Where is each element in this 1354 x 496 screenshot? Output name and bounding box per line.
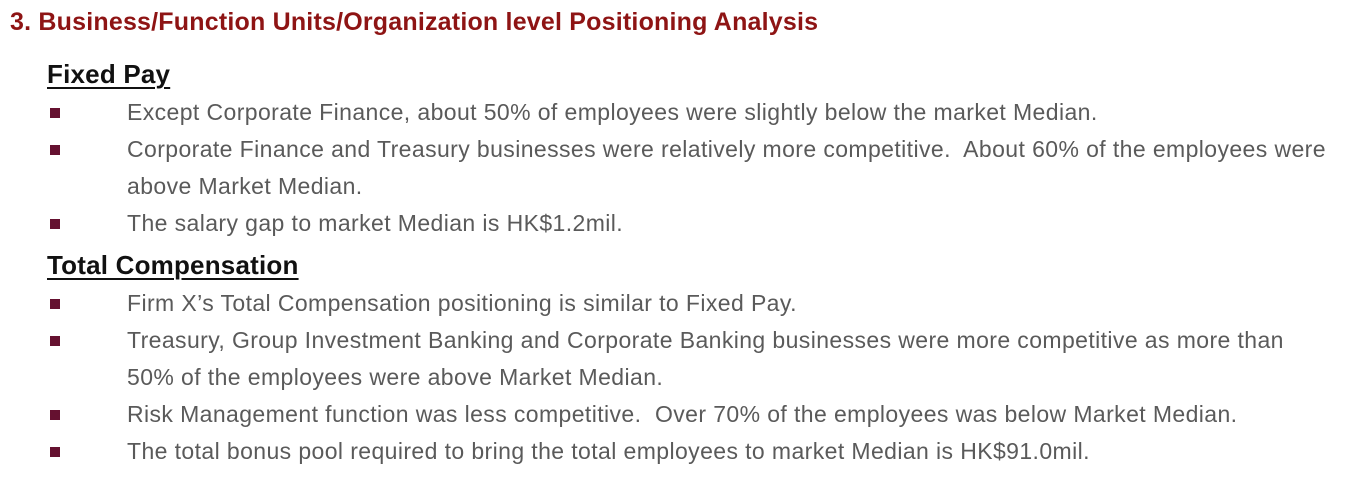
bullet-item: Firm X’s Total Compensation positioning … bbox=[47, 285, 1354, 322]
bullet-item: Risk Management function was less compet… bbox=[47, 396, 1354, 433]
bullet-text: Firm X’s Total Compensation positioning … bbox=[127, 290, 797, 316]
bullet-text: Treasury, Group Investment Banking and C… bbox=[127, 327, 1291, 390]
bullet-item: Treasury, Group Investment Banking and C… bbox=[47, 322, 1354, 396]
slide-content: Fixed Pay Except Corporate Finance, abou… bbox=[47, 58, 1354, 470]
page-title: 3. Business/Function Units/Organization … bbox=[10, 8, 819, 36]
square-bullet-icon bbox=[50, 410, 60, 420]
bullet-text: The total bonus pool required to bring t… bbox=[127, 438, 1090, 464]
bullet-item: Corporate Finance and Treasury businesse… bbox=[47, 131, 1354, 205]
section-total-compensation: Total Compensation bbox=[47, 249, 1354, 281]
square-bullet-icon bbox=[50, 299, 60, 309]
bullet-item: The salary gap to market Median is HK$1.… bbox=[47, 205, 1354, 242]
bullet-text: The salary gap to market Median is HK$1.… bbox=[127, 210, 624, 236]
bullet-item: The total bonus pool required to bring t… bbox=[47, 433, 1354, 470]
square-bullet-icon bbox=[50, 145, 60, 155]
bullet-list-total-compensation: Firm X’s Total Compensation positioning … bbox=[47, 285, 1354, 470]
bullet-list-fixed-pay: Except Corporate Finance, about 50% of e… bbox=[47, 94, 1354, 242]
bullet-text: Corporate Finance and Treasury businesse… bbox=[127, 136, 1333, 199]
square-bullet-icon bbox=[50, 219, 60, 229]
square-bullet-icon bbox=[50, 447, 60, 457]
section-fixed-pay: Fixed Pay bbox=[47, 58, 1354, 90]
section-heading-total-compensation: Total Compensation bbox=[47, 250, 299, 280]
bullet-text: Except Corporate Finance, about 50% of e… bbox=[127, 99, 1098, 125]
section-heading-fixed-pay: Fixed Pay bbox=[47, 59, 171, 89]
bullet-text: Risk Management function was less compet… bbox=[127, 401, 1238, 427]
square-bullet-icon bbox=[50, 108, 60, 118]
bullet-item: Except Corporate Finance, about 50% of e… bbox=[47, 94, 1354, 131]
square-bullet-icon bbox=[50, 336, 60, 346]
